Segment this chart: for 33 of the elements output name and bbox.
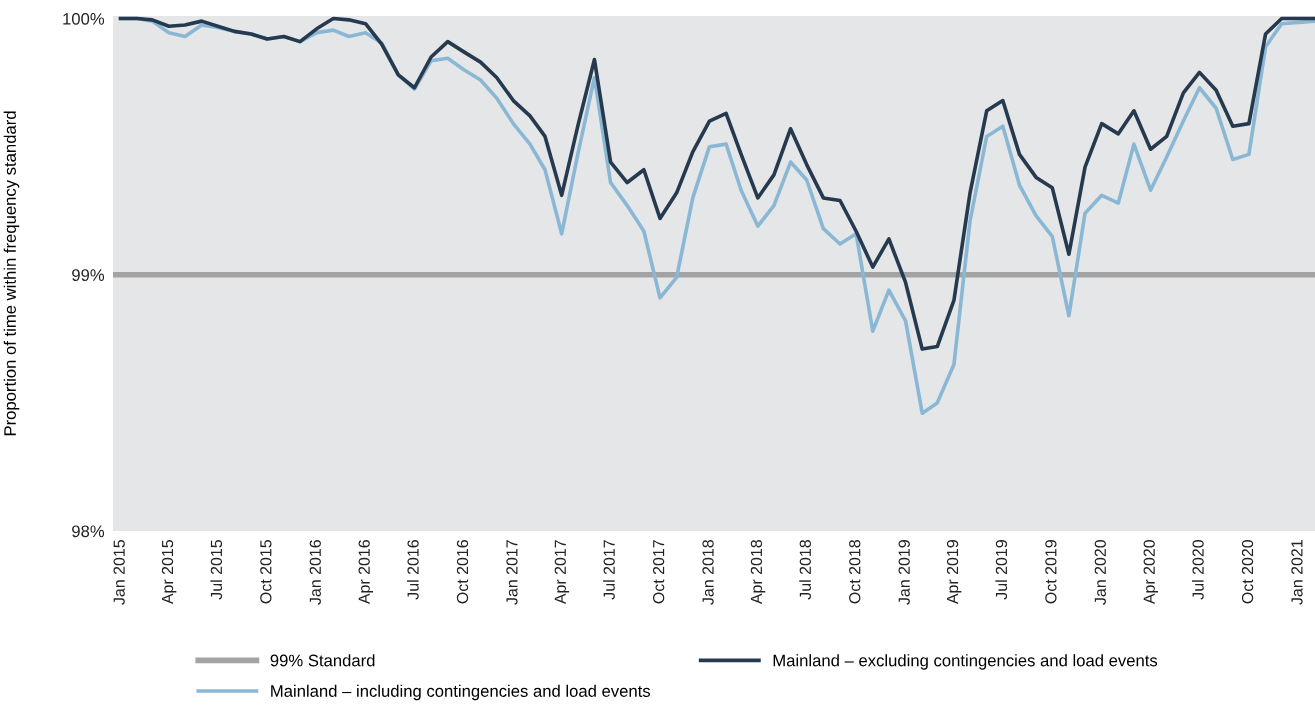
x-tick-label: Jul 2020 — [1192, 539, 1204, 600]
legend-label: Mainland – including contingencies and load events — [271, 684, 651, 701]
y-axis-title: Proportion of time within frequency standard — [3, 111, 20, 436]
x-tick-label: Jan 2017 — [506, 540, 518, 605]
x-tick-label: Apr 2016 — [358, 540, 373, 605]
x-tick-label: Apr 2018 — [750, 540, 766, 605]
x-tick-label: Jan 2015 — [113, 540, 125, 605]
x-tick-label: Jan 2020 — [1094, 539, 1106, 605]
x-tick-label: Apr 2019 — [946, 540, 962, 605]
x-tick-label: Oct 2016 — [456, 540, 469, 604]
y-tick-label: 99% — [72, 269, 105, 281]
x-tick-label: Jul 2019 — [995, 540, 1008, 600]
x-tick-label: Oct 2019 — [1045, 540, 1057, 604]
y-tick-label: 98% — [72, 525, 105, 538]
line-series — [118, 16, 1315, 351]
x-tick-label: Oct 2015 — [260, 540, 272, 604]
x-tick-label: Oct 2018 — [849, 540, 861, 604]
x-tick-label: Apr 2017 — [554, 540, 570, 605]
x-tick-label: Jul 2016 — [407, 540, 419, 600]
y-tick-label: 100% — [63, 12, 105, 25]
x-tick-label: Jan 2021 — [1291, 540, 1303, 605]
x-tick-label: Jan 2018 — [702, 540, 714, 605]
x-tick-label: Jul 2018 — [799, 540, 811, 600]
x-tick-label: Apr 2020 — [1143, 539, 1159, 605]
x-tick-label: Oct 2020 — [1241, 539, 1254, 604]
legend-label: 99% Standard — [270, 654, 375, 667]
x-tick-label: Jul 2015 — [210, 540, 223, 600]
legend-label: Mainland – excluding contingencies and load events — [773, 654, 1158, 670]
x-tick-label: Oct 2017 — [652, 540, 665, 604]
x-tick-label: Jan 2019 — [898, 540, 910, 605]
x-tick-label: Jul 2017 — [603, 540, 615, 600]
x-tick-label: Jan 2016 — [309, 540, 321, 605]
x-tick-label: Apr 2015 — [161, 540, 177, 605]
